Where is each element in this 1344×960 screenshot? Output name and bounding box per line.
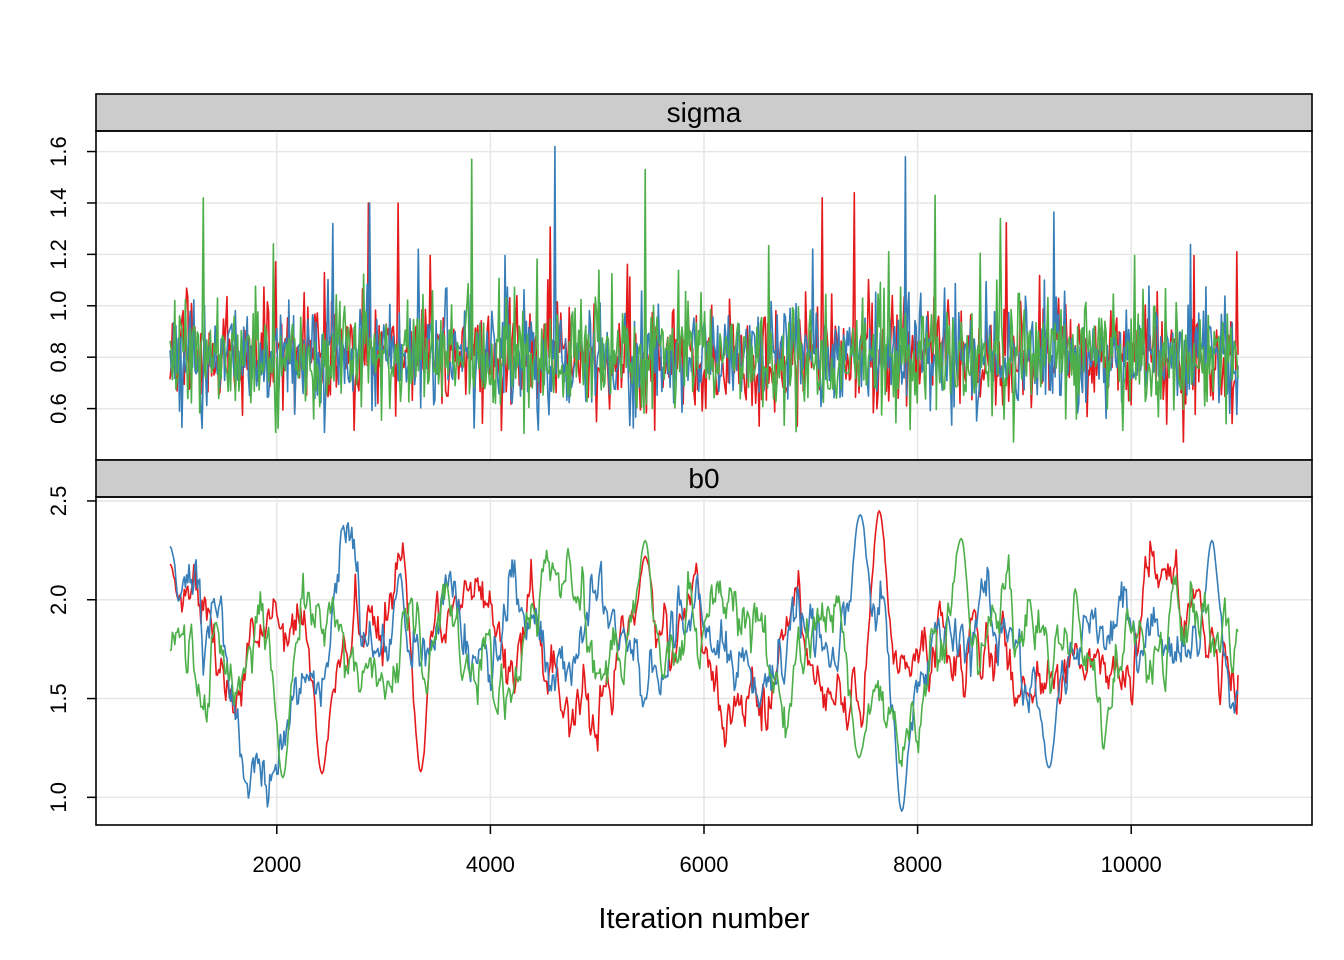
series-group-sigma <box>169 145 1239 443</box>
strip-label-sigma: sigma <box>667 97 742 128</box>
strip-label-b0: b0 <box>688 463 719 494</box>
x-tick-label: 4000 <box>466 852 515 877</box>
x-tick-label: 2000 <box>252 852 301 877</box>
series-line-b0-3 <box>169 537 1239 779</box>
y-tick-label-b0: 1.5 <box>46 683 71 714</box>
x-tick-label: 10000 <box>1101 852 1162 877</box>
y-tick-label-sigma: 1.0 <box>46 290 71 321</box>
strip-sigma <box>95 93 1313 132</box>
strip-b0 <box>95 459 1313 498</box>
y-tick-label-sigma: 1.4 <box>46 188 71 219</box>
y-tick-label-sigma: 1.2 <box>46 239 71 270</box>
y-tick-label-b0: 2.5 <box>46 486 71 517</box>
series-line-sigma-3 <box>169 158 1239 443</box>
y-tick-label-sigma: 0.8 <box>46 342 71 373</box>
x-tick-label: 8000 <box>893 852 942 877</box>
y-tick-label-sigma: 0.6 <box>46 393 71 424</box>
y-tick-label-sigma: 1.6 <box>46 136 71 167</box>
series-line-b0-1 <box>169 510 1239 775</box>
panels-layer: sigma 0.6 0.8 1.0 1.2 1.4 1.6 b0 1.0 1.5 2.0 2.5 <box>46 93 1313 826</box>
series-group-b0 <box>169 510 1239 812</box>
panel-b0: b0 1.0 1.5 2.0 2.5 <box>46 459 1313 826</box>
x-tick-label: 6000 <box>680 852 729 877</box>
y-tick-label-b0: 2.0 <box>46 584 71 615</box>
x-axis: 2000 4000 6000 8000 10000 <box>252 825 1162 877</box>
y-tick-label-b0: 1.0 <box>46 782 71 813</box>
panel-sigma: sigma 0.6 0.8 1.0 1.2 1.4 1.6 <box>46 93 1313 461</box>
x-axis-title: Iteration number <box>598 903 810 935</box>
